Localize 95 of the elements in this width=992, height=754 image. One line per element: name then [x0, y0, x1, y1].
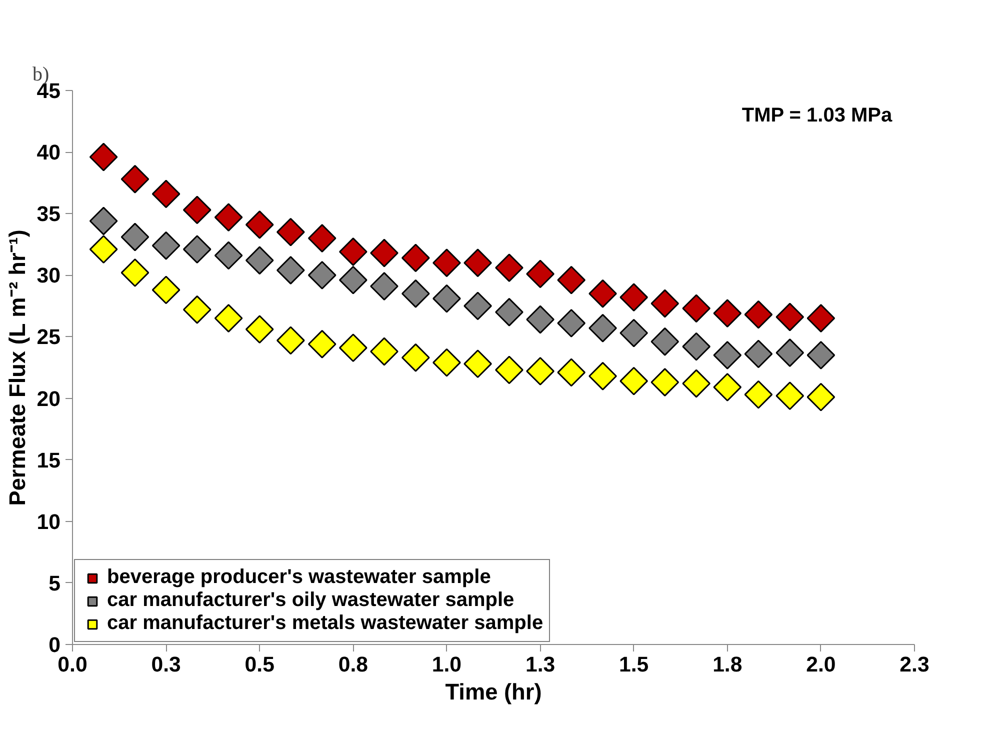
point [650, 368, 680, 396]
point [370, 272, 398, 300]
point [276, 326, 305, 355]
x-tick-label: 0.5 [244, 652, 275, 676]
point [152, 231, 180, 260]
point [432, 248, 461, 278]
point [308, 260, 336, 290]
y-tick-label: 25 [36, 325, 61, 350]
point [276, 218, 305, 246]
x-tick-label: 0.3 [151, 652, 182, 676]
x-axis-title: Time (hr) [445, 678, 542, 704]
point [182, 235, 212, 264]
point [588, 279, 617, 308]
point [495, 298, 524, 326]
point [152, 180, 180, 208]
point [650, 289, 680, 318]
point [401, 244, 430, 272]
point [338, 334, 368, 362]
x-tick-label: 1.0 [432, 652, 462, 676]
y-tick-label: 30 [36, 264, 61, 288]
point [370, 337, 398, 366]
y-tick-label: 20 [36, 386, 61, 411]
point [214, 203, 243, 232]
point [182, 196, 212, 224]
point [245, 315, 274, 344]
point [120, 164, 150, 194]
x-tick-label: 1.5 [619, 652, 649, 676]
point [152, 276, 180, 304]
x-tick-label: 1.3 [525, 652, 556, 676]
legend-label: car manufacturer's metals wastewater sample [107, 612, 544, 635]
point [682, 369, 711, 398]
point [432, 348, 461, 377]
y-tick-label: 10 [36, 510, 61, 534]
point [620, 283, 648, 312]
x-tick-label: 2.3 [900, 652, 930, 676]
point [495, 254, 524, 282]
point [308, 330, 336, 358]
point [744, 340, 773, 368]
point [432, 284, 461, 313]
point [557, 308, 586, 338]
legend-label: beverage producer's wastewater sample [107, 566, 491, 589]
legend-label: car manufacturer's oily wastewater sample [107, 589, 514, 612]
annotation: TMP = 1.03 MPa [742, 104, 894, 126]
point [806, 341, 836, 370]
point [526, 305, 554, 334]
point [120, 222, 150, 252]
point [557, 358, 586, 387]
point [682, 332, 711, 361]
y-tick-label: 40 [36, 140, 61, 165]
point [776, 382, 804, 410]
point [713, 373, 742, 402]
point [806, 382, 836, 412]
point [806, 304, 836, 332]
point [557, 266, 586, 294]
y-tick-label: 15 [36, 448, 61, 472]
point [526, 357, 554, 386]
y-axis-title: Permeate Flux (L m⁻² hr⁻¹) [4, 230, 30, 506]
point [308, 224, 336, 252]
point [620, 318, 648, 348]
point [89, 142, 118, 172]
point [245, 246, 274, 275]
point [464, 350, 492, 378]
x-tick-label: 0.8 [338, 652, 368, 676]
point [89, 206, 118, 236]
point [744, 300, 773, 329]
x-tick-label: 2.0 [806, 652, 836, 676]
point [464, 248, 492, 278]
point [713, 341, 742, 370]
point [776, 338, 804, 367]
point [276, 256, 305, 284]
x-tick-label: 1.8 [712, 652, 742, 676]
point [401, 279, 430, 308]
point [401, 343, 430, 372]
y-tick-label: 5 [48, 571, 61, 596]
point [370, 238, 398, 268]
point [120, 258, 150, 287]
y-tick-label: 35 [36, 202, 61, 226]
point [713, 299, 742, 328]
point [214, 304, 243, 332]
point [495, 356, 524, 384]
point [526, 260, 554, 288]
point [588, 314, 617, 342]
point [245, 210, 274, 239]
point [89, 235, 118, 264]
point [776, 302, 804, 332]
point [214, 241, 243, 270]
point [338, 266, 368, 294]
point [588, 362, 617, 390]
point [182, 295, 212, 324]
point [744, 380, 773, 409]
point [682, 294, 711, 323]
point [650, 327, 680, 356]
point [620, 366, 648, 396]
point [338, 238, 368, 266]
point [464, 292, 492, 320]
